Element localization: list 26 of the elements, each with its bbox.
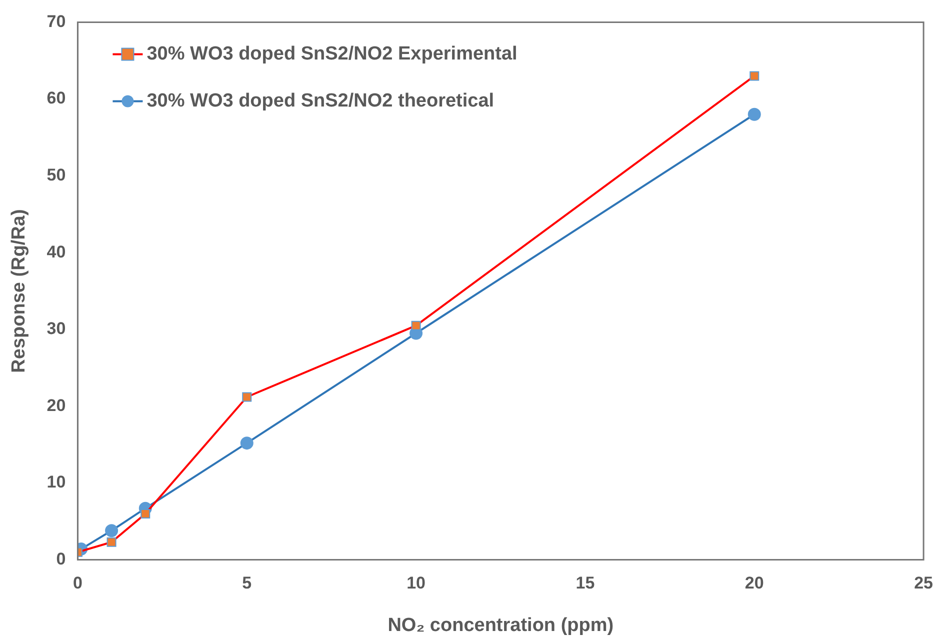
point bbox=[140, 508, 150, 518]
legend-label: 30% WO3 doped SnS2/NO2 Experimental bbox=[146, 43, 518, 64]
x-axis-title: NO₂ concentration (ppm) bbox=[388, 614, 614, 636]
y-tick-label: 50 bbox=[46, 165, 66, 184]
x-tick-label: 15 bbox=[576, 574, 595, 593]
y-tick-label: 60 bbox=[46, 88, 66, 108]
y-tick-label: 40 bbox=[46, 242, 66, 262]
x-tick-label: 10 bbox=[406, 574, 426, 593]
y-tick-label: 10 bbox=[46, 472, 66, 492]
y-tick-label: 70 bbox=[46, 12, 66, 31]
y-tick-label: 20 bbox=[46, 396, 66, 415]
point bbox=[105, 524, 118, 538]
y-axis-title: Response (Rg/Ra) bbox=[8, 209, 30, 373]
point bbox=[411, 320, 421, 330]
point bbox=[750, 71, 760, 81]
point bbox=[240, 436, 254, 450]
x-tick-label: 25 bbox=[914, 574, 934, 593]
x-tick-label: 5 bbox=[242, 574, 252, 593]
y-tick-label: 30 bbox=[46, 319, 66, 338]
point bbox=[748, 108, 761, 121]
y-tick-label: 0 bbox=[56, 549, 66, 568]
point bbox=[242, 392, 252, 402]
point bbox=[106, 537, 116, 547]
legend-label: 30% WO3 doped SnS2/NO2 theoretical bbox=[146, 90, 494, 112]
x-tick-label: 0 bbox=[72, 574, 82, 593]
x-tick-label: 20 bbox=[744, 574, 764, 593]
